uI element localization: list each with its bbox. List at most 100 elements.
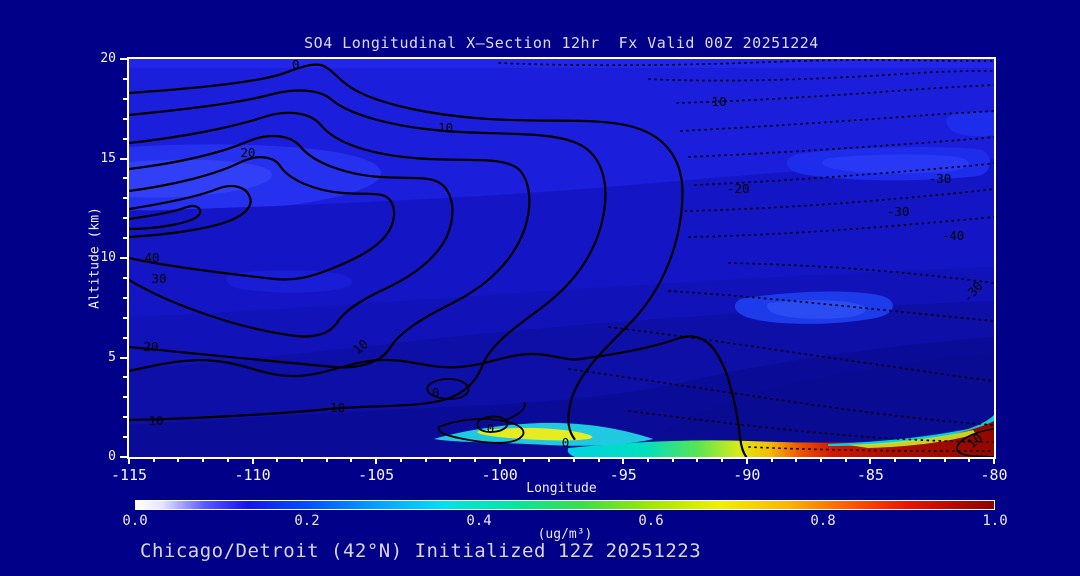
x-minor-tick [820,458,822,462]
y-tick-label: 5 [108,349,116,365]
y-minor-tick [123,117,127,120]
contour-label-dotted: -40 [942,228,965,243]
y-minor-tick [123,416,127,419]
y-tick-label: 20 [100,51,116,66]
y-minor-tick [123,197,127,200]
contour-label-dotted: -20 [727,181,750,196]
y-minor-tick [123,77,127,80]
colorbar-units-label: (ug/m³) [537,527,593,542]
colorbar-tick-label: 0.2 [294,513,320,529]
x-major-tick [869,458,872,464]
contour-label-solid: 0 [432,385,440,400]
x-minor-tick [597,458,600,462]
x-minor-tick [647,458,649,462]
contour-label-solid: 0 [562,435,570,450]
x-tick-label: -100 [481,466,518,484]
x-minor-tick [968,458,971,462]
x-minor-tick [152,458,155,462]
contour-label-solid: 0 [487,421,495,436]
x-minor-tick [795,458,798,462]
colorbar [135,500,995,510]
x-major-tick [498,458,501,464]
y-tick-label: 15 [100,150,116,166]
x-minor-tick [325,458,328,462]
x-minor-tick [202,458,205,462]
x-minor-tick [894,458,897,462]
x-tick-label: -80 [980,466,1008,484]
y-major-tick [120,58,127,60]
x-major-tick [622,458,625,464]
x-minor-tick [226,458,229,462]
y-minor-tick [123,137,127,140]
y-minor-tick [123,296,127,299]
filled-contour-shading [129,59,994,457]
x-minor-tick [572,458,575,462]
x-minor-tick [177,458,180,462]
y-major-tick [120,257,127,259]
x-minor-tick [474,458,476,462]
contour-label-solid: 0 [292,59,300,72]
y-minor-tick [123,376,127,379]
dotted-contour-lines [498,59,994,452]
contour-label-solid: 10 [438,120,453,135]
contour-label-solid: 10 [330,400,345,415]
x-minor-tick [844,458,847,462]
contour-label-solid: 20 [240,145,255,160]
y-minor-tick [123,316,127,319]
colorbar-tick-label: 0.6 [638,513,664,529]
station-init-label: Chicago/Detroit (42°N) Initialized 12Z 2… [140,540,702,562]
x-tick-label: -85 [856,466,884,484]
x-tick-label: -105 [358,466,395,484]
x-tick-label: -115 [110,466,148,484]
x-minor-tick [350,458,353,462]
y-minor-tick [123,396,127,399]
x-major-tick [375,458,378,464]
y-major-tick [120,456,127,458]
y-tick-label: 0 [108,449,116,464]
x-minor-tick [424,458,427,462]
y-major-tick [120,157,127,160]
x-minor-tick [943,458,946,462]
contour-label-solid: 20 [143,339,158,354]
x-tick-label: -110 [234,466,271,484]
x-major-tick [128,458,130,464]
contour-label-dotted: -10 [704,94,727,109]
contour-label-solid: 10 [350,336,371,357]
contour-label-solid: 40 [144,250,159,265]
x-minor-tick [301,458,303,462]
x-major-tick [251,458,254,464]
colorbar-tick-label: 0.0 [122,513,148,529]
colorbar-tick-label: 1.0 [982,513,1008,529]
x-minor-tick [696,458,699,462]
contour-label-dotted: -30 [887,204,910,219]
y-minor-tick [123,436,127,439]
y-minor-tick [123,336,127,339]
y-minor-tick [123,177,127,180]
x-axis-label: Longitude [526,481,597,496]
contour-label-dotted: -30 [929,171,952,186]
y-minor-tick [123,97,127,100]
colorbar-tick-label: 0.8 [810,513,836,529]
x-tick-label: -95 [609,466,637,484]
contour-label-solid: 10 [964,430,985,451]
x-minor-tick [449,458,452,462]
x-minor-tick [399,458,402,462]
y-minor-tick [123,217,127,220]
y-major-tick [120,356,127,359]
x-minor-tick [276,458,279,462]
x-minor-tick [671,458,674,462]
y-minor-tick [123,276,127,279]
contour-label-solid: 10 [148,413,163,428]
y-tick-label: 10 [100,250,116,265]
plot-area: 0 10 20 40 30 20 10 10 10 0 0 0 10 -10 -20 -30 -30 -40 -30 [127,57,996,459]
x-major-tick [993,458,995,464]
x-minor-tick [721,458,724,462]
x-minor-tick [770,458,773,462]
x-major-tick [745,458,748,464]
x-minor-tick [918,458,921,462]
contour-label-solid: 30 [151,271,166,286]
x-tick-label: -90 [733,466,761,484]
solid-contour-lines [129,63,994,457]
